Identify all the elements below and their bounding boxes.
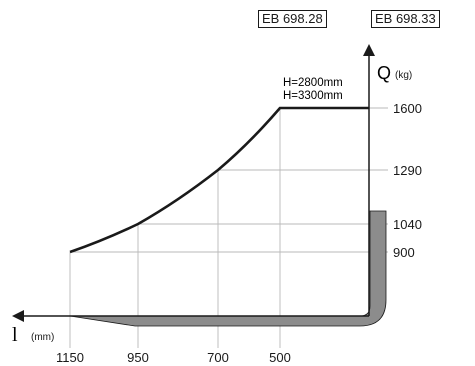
fork-silhouette	[69, 210, 387, 327]
y-axis-unit: (kg)	[395, 70, 412, 81]
y-tick-1040: 1040	[393, 217, 422, 232]
x-tick-500: 500	[269, 350, 291, 365]
x-axis-unit: (mm)	[31, 332, 54, 343]
x-tick-950: 950	[127, 350, 149, 365]
x-tick-700: 700	[207, 350, 229, 365]
y-axis-symbol: Q	[377, 63, 391, 83]
capacity-curve	[69, 106, 369, 254]
height-2800: H=2800mm	[283, 77, 343, 89]
x-axis-symbol: l	[12, 324, 18, 346]
model-code-2: EB 698.33	[371, 10, 440, 28]
y-tick-1290: 1290	[393, 163, 422, 178]
grid-lines	[69, 107, 388, 348]
y-tick-1600: 1600	[393, 101, 422, 116]
height-3300: H=3300mm	[283, 90, 343, 102]
y-tick-900: 900	[393, 245, 415, 260]
x-tick-1150: 1150	[56, 350, 84, 365]
model-code-1: EB 698.28	[258, 10, 327, 28]
